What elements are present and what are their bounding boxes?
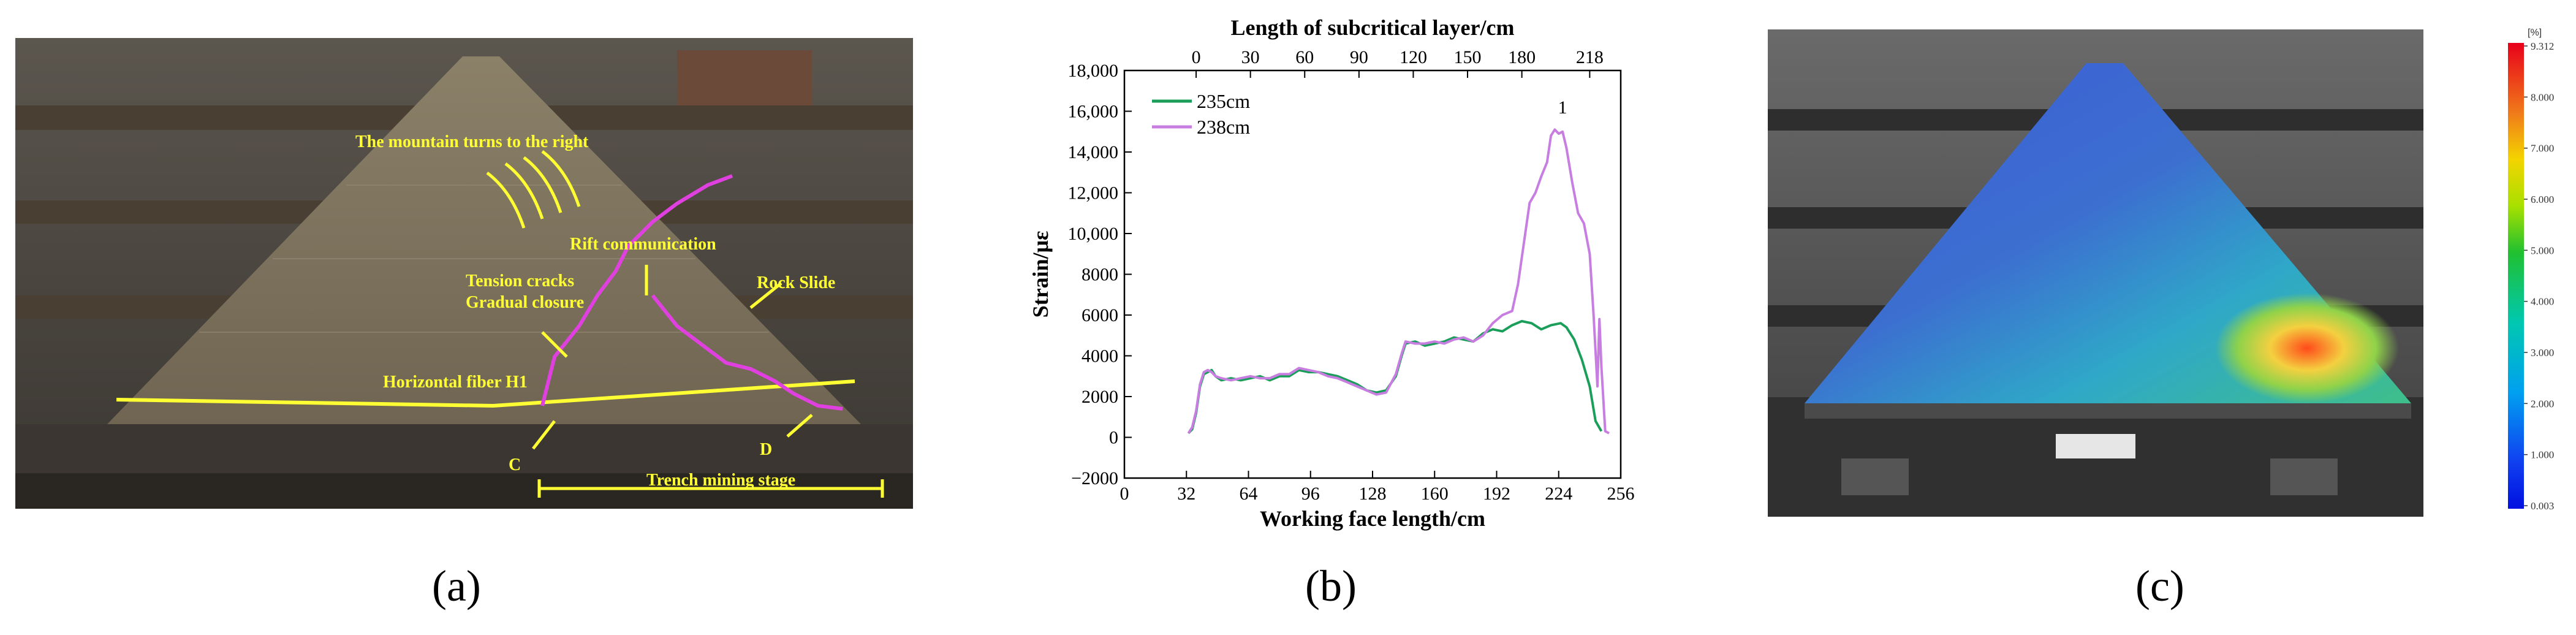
x-tick-label: 0 xyxy=(1120,484,1129,504)
colorbar-tick-label: 7.000 xyxy=(2531,143,2554,154)
annot-mountain-turn: The mountain turns to the right xyxy=(355,132,589,151)
colorbar-tick-label: 2.000 xyxy=(2531,398,2554,409)
annot-tension-1: Tension cracks xyxy=(466,272,574,291)
x-tick-label: 64 xyxy=(1240,484,1258,504)
y-tick-label: 4000 xyxy=(1082,346,1118,367)
y-tick-label: −2000 xyxy=(1071,468,1118,489)
top-tick-label: 218 xyxy=(1576,47,1604,67)
model-photo-a: The mountain turns to the right Rift com… xyxy=(15,38,913,509)
chart-labels: 0 32 64 96 128 160 192 224 256−20000200040006000… xyxy=(1028,15,1635,531)
x-tick-label: 128 xyxy=(1359,484,1387,504)
colorbar-tick-label: 8.000 xyxy=(2531,91,2554,103)
legend-label-238cm: 238cm xyxy=(1197,116,1250,138)
colorbar-tick-label: 4.000 xyxy=(2531,296,2554,308)
x-tick-label: 256 xyxy=(1607,484,1635,504)
y-tick-label: 6000 xyxy=(1082,305,1118,325)
colorbar-gradient xyxy=(2508,43,2524,509)
series-line-238cm xyxy=(1187,128,1610,435)
colorbar-tick-label: 1.000 xyxy=(2531,449,2554,461)
annot-fiber: Horizontal fiber H1 xyxy=(383,373,528,392)
dic-photo-c xyxy=(1768,29,2423,517)
annot-trench: Trench mining stage xyxy=(646,471,795,490)
panel-c xyxy=(1768,29,2423,517)
chart-axes xyxy=(1123,69,1622,479)
y-tick-label: 18,000 xyxy=(1068,61,1119,81)
x-tick-label: 224 xyxy=(1545,484,1572,504)
colorbar-unit: [%] xyxy=(2528,28,2542,38)
top-tick-label: 0 xyxy=(1192,47,1201,67)
annot-rift: Rift communication xyxy=(570,235,716,254)
colorbar-tick-label: 5.000 xyxy=(2531,245,2554,256)
top-axis-title: Length of subcritical layer/cm xyxy=(1231,15,1515,40)
top-tick-label: 60 xyxy=(1295,47,1314,67)
x-tick-label: 192 xyxy=(1483,484,1510,504)
y-tick-label: 2000 xyxy=(1082,387,1118,407)
annot-c: C xyxy=(509,455,521,474)
top-tick-label: 120 xyxy=(1400,47,1427,67)
x-tick-label: 160 xyxy=(1421,484,1449,504)
top-tick-label: 150 xyxy=(1454,47,1482,67)
panel-label-c: (c) xyxy=(2135,561,2184,610)
x-axis-title: Working face length/cm xyxy=(1260,506,1485,531)
annot-d: D xyxy=(760,440,772,459)
colorbar-tick-label: 9.312 xyxy=(2531,40,2554,52)
y-tick-label: 12,000 xyxy=(1068,183,1119,203)
y-axis-title: Strain/με xyxy=(1028,231,1053,318)
panel-label-a: (a) xyxy=(432,561,481,610)
high-strain-zone xyxy=(2215,293,2399,403)
crack-right xyxy=(651,294,843,411)
crack-left xyxy=(540,174,733,406)
y-tick-label: 0 xyxy=(1109,428,1118,448)
y-tick-label: 8000 xyxy=(1082,265,1118,285)
annot-rock-slide: Rock Slide xyxy=(757,273,835,292)
colorbar: [%] 9.312 8.000 7.000 6.000 5.000 4.000 3.000 2… xyxy=(2506,25,2574,521)
colorbar-tick-label: 0.003 xyxy=(2531,500,2554,512)
top-tick-label: 30 xyxy=(1241,47,1260,67)
colorbar-tick-label: 6.000 xyxy=(2531,194,2554,205)
annot-tension-2: Gradual closure xyxy=(466,293,584,312)
y-tick-label: 10,000 xyxy=(1068,224,1119,244)
x-tick-label: 32 xyxy=(1177,484,1195,504)
x-tick-label: 96 xyxy=(1301,484,1320,504)
fiber-line xyxy=(116,379,855,408)
y-tick-label: 14,000 xyxy=(1068,142,1119,162)
strain-chart: 0 32 64 96 128 160 192 224 256−20000200040006000… xyxy=(1028,15,1635,531)
peak-annotation: 1 xyxy=(1558,97,1567,118)
panel-a: The mountain turns to the right Rift com… xyxy=(15,38,913,509)
panel-b: 0 32 64 96 128 160 192 224 256 −2000 0 2000 4000 6000… xyxy=(1011,0,1685,539)
chart-series-group xyxy=(1187,128,1610,435)
y-tick-label: 16,000 xyxy=(1068,102,1119,122)
top-tick-label: 180 xyxy=(1508,47,1536,67)
top-tick-label: 90 xyxy=(1350,47,1368,67)
legend-label-235cm: 235cm xyxy=(1197,90,1250,112)
panel-label-b: (b) xyxy=(1305,561,1357,610)
colorbar-tick-label: 3.000 xyxy=(2531,347,2554,359)
